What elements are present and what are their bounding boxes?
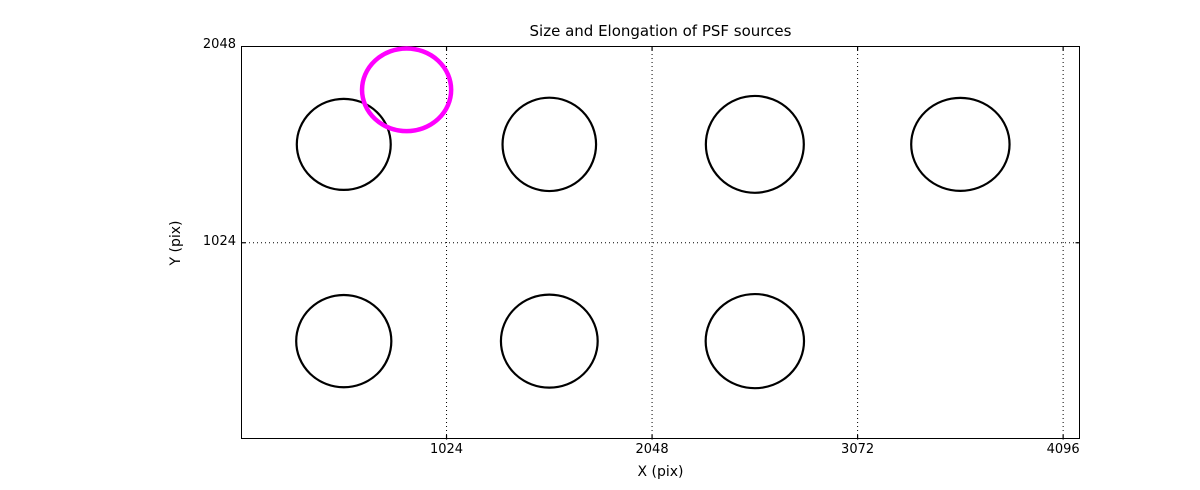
psf-ellipse bbox=[704, 292, 806, 390]
chart-title: Size and Elongation of PSF sources bbox=[529, 22, 792, 40]
psf-ellipse bbox=[501, 96, 598, 193]
psf-ellipse bbox=[704, 94, 805, 194]
x-tick-label: 1024 bbox=[429, 442, 464, 457]
y-tick-label: 1024 bbox=[202, 233, 236, 249]
psf-ellipse bbox=[910, 96, 1011, 192]
x-tick-label: 4096 bbox=[1046, 442, 1080, 457]
psf-ellipse bbox=[295, 97, 392, 192]
psf-ellipse bbox=[499, 293, 599, 389]
x-tick-label: 2048 bbox=[635, 442, 669, 457]
highlighted-psf-ellipse bbox=[359, 46, 454, 134]
y-tick-label: 2048 bbox=[202, 37, 236, 52]
psf-ellipse bbox=[295, 293, 393, 389]
x-axis-label: X (pix) bbox=[637, 464, 684, 480]
x-tick-label: 3072 bbox=[841, 442, 875, 457]
